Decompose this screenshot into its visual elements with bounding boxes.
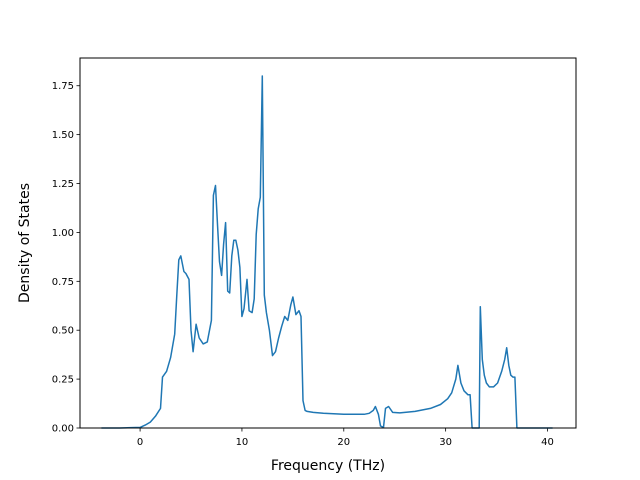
x-tick-label: 40 [541, 437, 554, 448]
x-tick-label: 10 [236, 437, 249, 448]
plot-frame [79, 57, 577, 429]
y-tick-label: 0.00 [52, 424, 74, 435]
y-tick-label: 1.50 [52, 130, 74, 141]
x-tick-label: 0 [137, 437, 143, 448]
x-axis-label: Frequency (THz) [271, 458, 385, 474]
y-tick-label: 0.75 [52, 277, 74, 288]
plot-area [80, 58, 576, 428]
y-tick-label: 0.25 [52, 375, 74, 386]
axis-ticks: 0 10 20 30 40 0.00 0.25 0.50 0.75 1.00 1.25 1.50 1.7… [52, 81, 554, 448]
y-tick-label: 1.75 [52, 81, 74, 92]
y-axis-label: Density of States [17, 183, 33, 303]
x-tick-label: 30 [439, 437, 452, 448]
x-tick-label: 20 [337, 437, 350, 448]
y-tick-label: 0.50 [52, 326, 74, 337]
y-tick-label: 1.00 [52, 228, 74, 239]
y-tick-label: 1.25 [52, 179, 74, 190]
